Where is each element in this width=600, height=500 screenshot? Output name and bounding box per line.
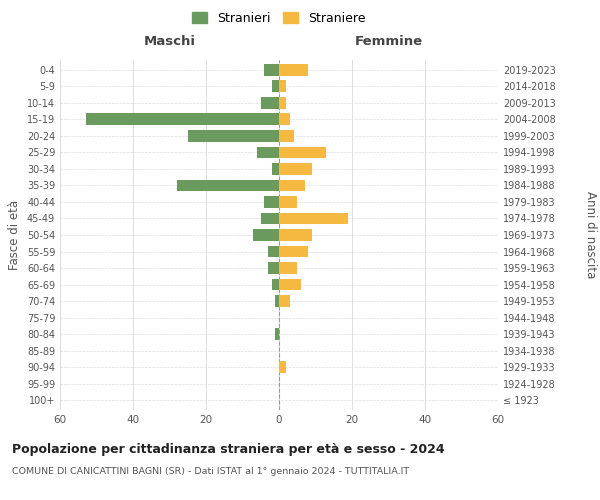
Bar — [272, 163, 279, 175]
Text: COMUNE DI CANICATTINI BAGNI (SR) - Dati ISTAT al 1° gennaio 2024 - TUTTITALIA.IT: COMUNE DI CANICATTINI BAGNI (SR) - Dati … — [12, 468, 409, 476]
Text: Femmine: Femmine — [355, 34, 422, 48]
Bar — [279, 196, 297, 208]
Text: Popolazione per cittadinanza straniera per età e sesso - 2024: Popolazione per cittadinanza straniera p… — [12, 442, 445, 456]
Bar — [279, 97, 286, 109]
Bar — [279, 212, 349, 224]
Y-axis label: Fasce di età: Fasce di età — [8, 200, 21, 270]
Bar — [279, 163, 312, 175]
Text: Anni di nascita: Anni di nascita — [584, 192, 597, 278]
Bar — [279, 180, 305, 192]
Bar — [275, 295, 279, 307]
Bar — [279, 130, 293, 142]
Legend: Stranieri, Straniere: Stranieri, Straniere — [187, 7, 371, 30]
Bar — [279, 361, 286, 373]
Bar — [265, 196, 279, 208]
Bar — [279, 278, 301, 290]
Bar — [265, 64, 279, 76]
Bar — [257, 146, 279, 158]
Bar — [279, 262, 297, 274]
Bar — [268, 262, 279, 274]
Bar — [279, 64, 308, 76]
Bar — [279, 80, 286, 92]
Bar — [279, 295, 290, 307]
Bar — [272, 278, 279, 290]
Bar — [268, 246, 279, 258]
Bar — [188, 130, 279, 142]
Bar — [279, 114, 290, 126]
Bar — [275, 328, 279, 340]
Bar — [279, 229, 312, 241]
Bar — [261, 212, 279, 224]
Bar — [272, 80, 279, 92]
Bar — [279, 246, 308, 258]
Bar — [279, 146, 326, 158]
Bar — [86, 114, 279, 126]
Bar — [177, 180, 279, 192]
Text: Maschi: Maschi — [143, 34, 196, 48]
Bar — [253, 229, 279, 241]
Bar — [261, 97, 279, 109]
